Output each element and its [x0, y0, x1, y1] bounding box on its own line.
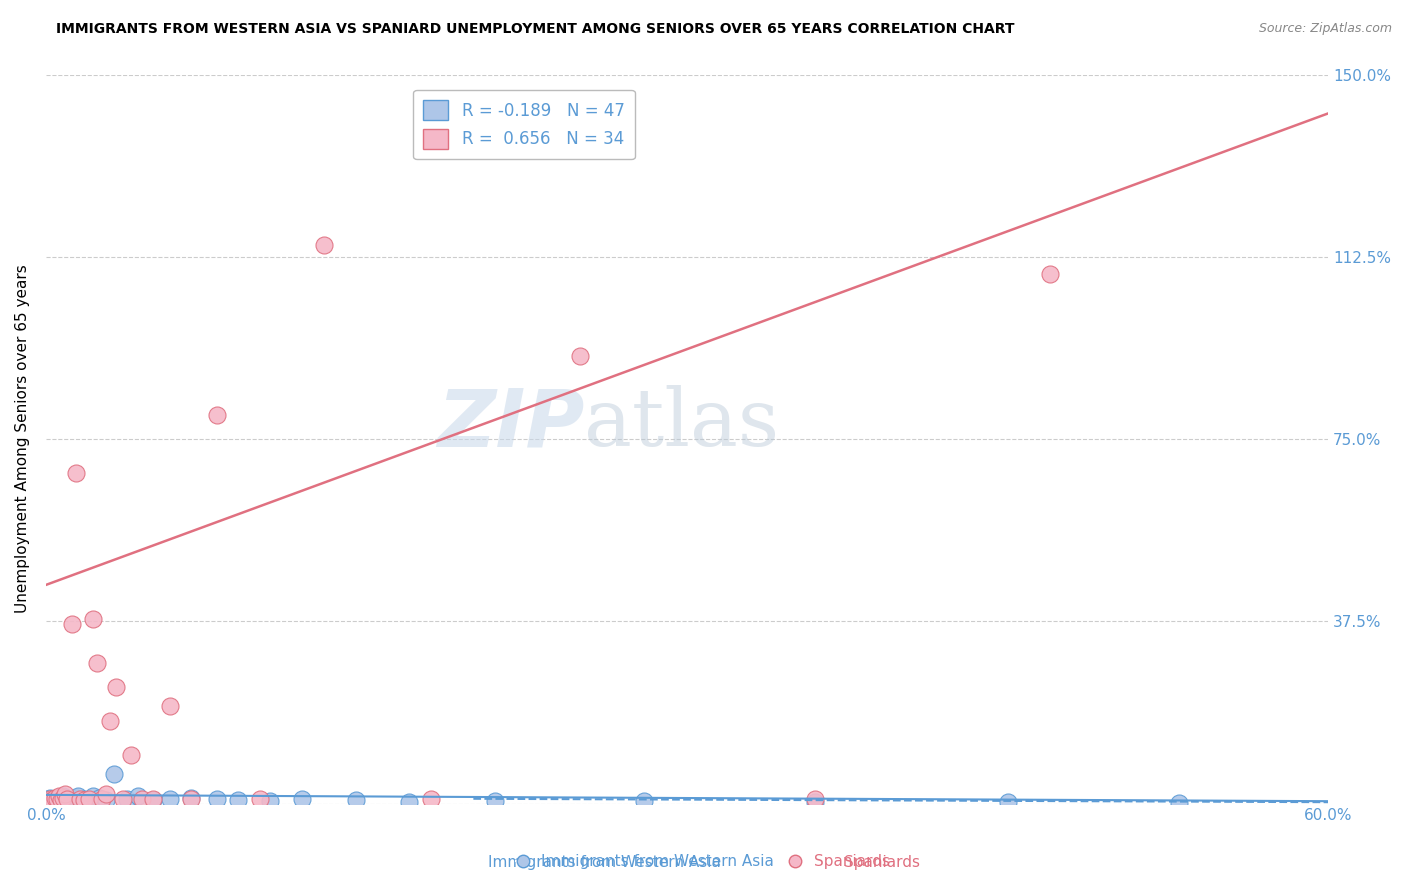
- Point: [41, 794, 63, 808]
- Point: [49, 794, 72, 808]
- Point: [77, 791, 100, 805]
- Point: [205, 791, 228, 805]
- Point: [90, 791, 112, 805]
- Point: [56, 790, 79, 805]
- Point: [120, 747, 142, 762]
- Point: [131, 791, 153, 805]
- Point: [52, 793, 75, 807]
- Point: [53, 794, 76, 808]
- Point: [180, 791, 202, 805]
- Point: [1039, 267, 1062, 281]
- Point: [45, 791, 67, 805]
- Point: [60, 791, 83, 805]
- Point: [49, 791, 72, 805]
- Text: ZIP: ZIP: [437, 385, 585, 464]
- Point: [56, 791, 79, 805]
- Point: [73, 791, 96, 805]
- Point: [226, 793, 249, 807]
- Point: [69, 794, 91, 808]
- Point: [39, 790, 62, 805]
- Text: Spaniards: Spaniards: [844, 855, 920, 870]
- Point: [98, 714, 121, 728]
- Point: [37, 794, 59, 808]
- Point: [65, 466, 87, 480]
- Text: Source: ZipAtlas.com: Source: ZipAtlas.com: [1258, 22, 1392, 36]
- Point: [44, 795, 66, 809]
- Point: [159, 791, 181, 805]
- Point: [180, 790, 202, 805]
- Point: [86, 656, 108, 670]
- Point: [127, 789, 149, 804]
- Point: [249, 791, 271, 805]
- Point: [37, 794, 59, 808]
- Point: [111, 791, 134, 805]
- Point: [53, 787, 76, 801]
- Point: [633, 794, 655, 808]
- Point: [103, 767, 125, 781]
- Point: [39, 793, 62, 807]
- Point: [82, 612, 104, 626]
- Point: [62, 794, 84, 808]
- Point: [65, 790, 87, 805]
- Text: Immigrants from Western Asia: Immigrants from Western Asia: [488, 855, 721, 870]
- Point: [45, 795, 67, 809]
- Y-axis label: Unemployment Among Seniors over 65 years: Unemployment Among Seniors over 65 years: [15, 265, 30, 614]
- Point: [45, 791, 67, 805]
- Point: [48, 794, 70, 808]
- Point: [56, 791, 79, 805]
- Point: [82, 789, 104, 804]
- Point: [291, 791, 314, 805]
- Point: [205, 408, 228, 422]
- Legend: Immigrants from Western Asia, Spaniards: Immigrants from Western Asia, Spaniards: [510, 848, 896, 875]
- Point: [52, 790, 75, 805]
- Point: [66, 789, 89, 804]
- Point: [142, 793, 165, 807]
- Point: [48, 790, 70, 805]
- Point: [804, 791, 827, 805]
- Point: [49, 793, 72, 807]
- Point: [344, 793, 367, 807]
- Point: [569, 350, 592, 364]
- Point: [48, 789, 70, 804]
- Point: [77, 793, 100, 807]
- Point: [73, 793, 96, 807]
- Point: [60, 616, 83, 631]
- Point: [89, 790, 111, 805]
- Point: [52, 789, 75, 804]
- Point: [1167, 796, 1189, 810]
- Point: [105, 680, 128, 694]
- Legend: R = -0.189   N = 47, R =  0.656   N = 34: R = -0.189 N = 47, R = 0.656 N = 34: [413, 90, 634, 159]
- Point: [44, 790, 66, 805]
- Point: [41, 793, 63, 807]
- Point: [398, 795, 420, 809]
- Text: IMMIGRANTS FROM WESTERN ASIA VS SPANIARD UNEMPLOYMENT AMONG SENIORS OVER 65 YEAR: IMMIGRANTS FROM WESTERN ASIA VS SPANIARD…: [56, 22, 1015, 37]
- Point: [58, 793, 80, 807]
- Point: [41, 791, 63, 805]
- Point: [312, 237, 335, 252]
- Point: [69, 791, 91, 805]
- Point: [94, 793, 117, 807]
- Point: [39, 791, 62, 805]
- Point: [37, 791, 59, 805]
- Point: [484, 794, 506, 808]
- Point: [997, 795, 1019, 809]
- Point: [159, 699, 181, 714]
- Point: [259, 794, 281, 808]
- Point: [142, 791, 165, 805]
- Point: [44, 793, 66, 807]
- Point: [419, 791, 441, 805]
- Text: atlas: atlas: [585, 385, 779, 464]
- Point: [94, 787, 117, 801]
- Point: [115, 791, 138, 805]
- Point: [804, 795, 827, 809]
